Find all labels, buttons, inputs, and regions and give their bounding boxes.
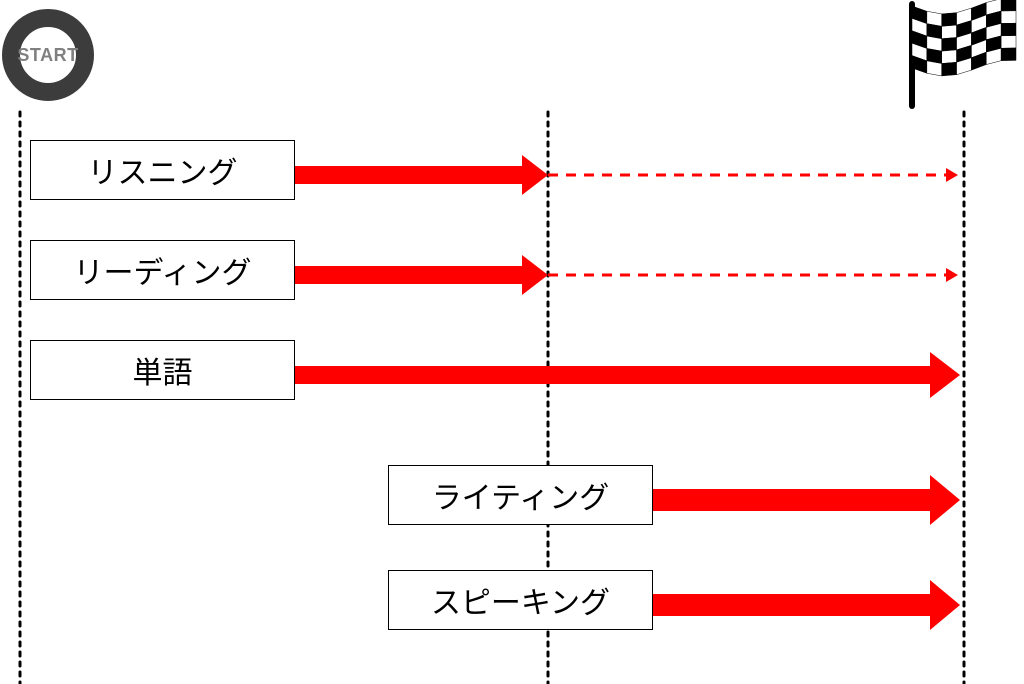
listening-dashed-arrow xyxy=(548,168,958,182)
reading-label: リーディング xyxy=(74,248,252,292)
listening-solid-arrow xyxy=(295,155,548,195)
start-badge: START xyxy=(11,18,85,92)
vocabulary-box: 単語 xyxy=(30,340,295,400)
speaking-label: スピーキング xyxy=(431,578,610,622)
start-label: START xyxy=(17,45,78,65)
speaking-box: スピーキング xyxy=(388,570,653,630)
listening-label: リスニング xyxy=(88,148,238,192)
reading-dashed-arrow xyxy=(548,268,958,282)
arrows-group xyxy=(295,155,960,630)
listening-box: リスニング xyxy=(30,140,295,200)
writing-label: ライティング xyxy=(432,473,610,517)
writing-solid-arrow xyxy=(653,475,960,525)
diagram-stage: START リスニングリーディング単語ライティングスピーキング xyxy=(0,0,1024,684)
reading-solid-arrow xyxy=(295,255,548,295)
writing-box: ライティング xyxy=(388,465,653,525)
speaking-solid-arrow xyxy=(653,580,960,630)
vocabulary-solid-arrow xyxy=(295,352,960,398)
reading-box: リーディング xyxy=(30,240,295,300)
finish-flag-icon xyxy=(912,0,1016,106)
vocabulary-label: 単語 xyxy=(133,348,193,392)
